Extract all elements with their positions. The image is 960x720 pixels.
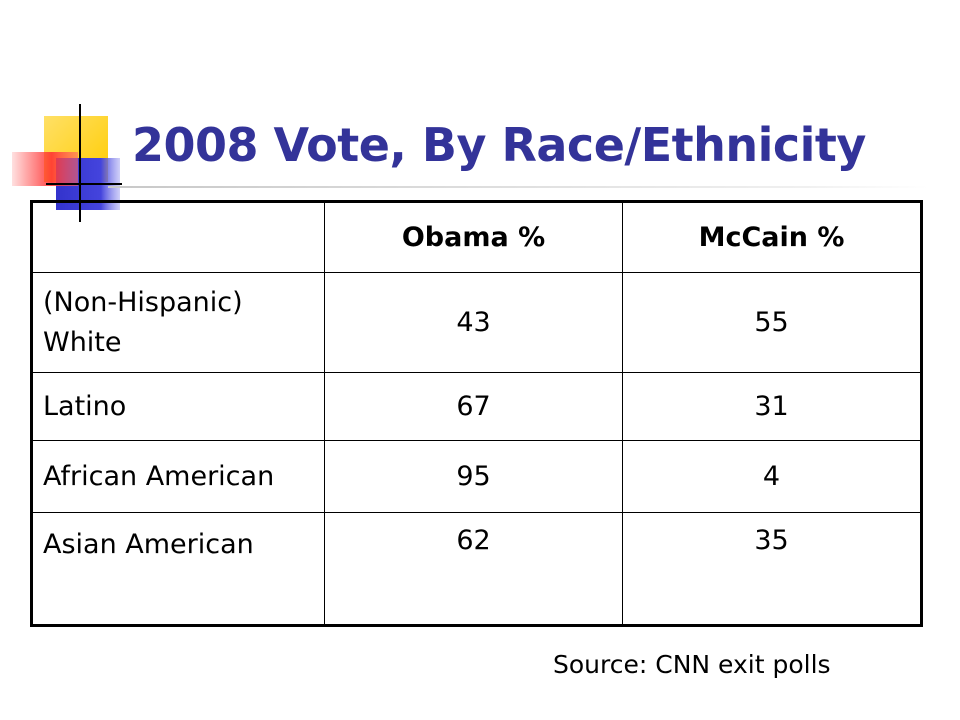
header-obama: Obama % bbox=[324, 201, 623, 273]
mccain-value: 4 bbox=[622, 440, 922, 513]
obama-value: 95 bbox=[324, 440, 623, 513]
mccain-value: 55 bbox=[622, 272, 922, 373]
title-divider bbox=[108, 186, 928, 188]
obama-value: 62 bbox=[324, 512, 623, 626]
header-mccain: McCain % bbox=[622, 201, 922, 273]
mccain-value: 35 bbox=[622, 512, 922, 626]
table-row: African American 95 4 bbox=[31, 440, 922, 513]
row-label: Latino bbox=[31, 372, 325, 441]
table-row: Asian American 62 35 bbox=[31, 512, 922, 626]
mccain-value: 31 bbox=[622, 372, 922, 441]
row-label: (Non-Hispanic) White bbox=[31, 272, 325, 373]
vote-table: Obama % McCain % (Non-Hispanic) White 43… bbox=[30, 200, 923, 627]
table-row: (Non-Hispanic) White 43 55 bbox=[31, 272, 922, 373]
header-empty-cell bbox=[31, 201, 325, 273]
obama-value: 43 bbox=[324, 272, 623, 373]
row-label: African American bbox=[31, 440, 325, 513]
table-row: Latino 67 31 bbox=[31, 372, 922, 441]
slide-title: 2008 Vote, By Race/Ethnicity bbox=[132, 118, 866, 172]
obama-value: 67 bbox=[324, 372, 623, 441]
decorative-squares-logo-icon bbox=[12, 104, 122, 222]
row-label: Asian American bbox=[31, 512, 325, 626]
table-header-row: Obama % McCain % bbox=[31, 201, 922, 273]
source-note: Source: CNN exit polls bbox=[553, 650, 831, 679]
logo-red-square bbox=[12, 152, 78, 186]
